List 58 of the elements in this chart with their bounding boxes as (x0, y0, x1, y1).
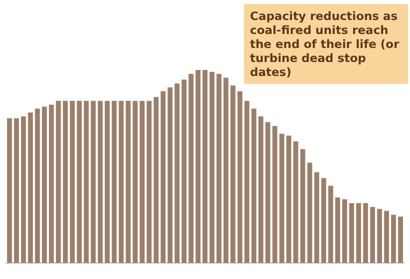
bar (48, 104, 54, 263)
bar (14, 118, 19, 263)
bar (314, 172, 320, 263)
bar (98, 100, 103, 263)
bar (391, 214, 396, 263)
bar (76, 100, 82, 263)
bar (188, 74, 194, 263)
bar (377, 208, 382, 263)
bar (224, 78, 228, 263)
bar (216, 74, 222, 263)
bar (307, 162, 312, 263)
bar (140, 100, 145, 263)
bar (286, 136, 292, 263)
bar (363, 203, 368, 263)
bar (328, 186, 334, 263)
bar (210, 72, 214, 263)
bar (202, 70, 208, 263)
bar (70, 100, 75, 263)
bar (349, 203, 354, 263)
bar (126, 100, 131, 263)
bar (21, 116, 26, 263)
bar (132, 100, 138, 263)
bar (146, 100, 152, 263)
bar (251, 108, 256, 263)
bar (272, 126, 278, 263)
bar (182, 80, 186, 263)
bar (293, 141, 298, 263)
bar (28, 112, 33, 263)
bar (56, 100, 61, 263)
bar (237, 91, 242, 263)
bar (279, 134, 284, 263)
bar (398, 216, 403, 263)
bar (244, 100, 250, 263)
bar (335, 197, 340, 263)
bar (62, 100, 68, 263)
bar (168, 87, 173, 263)
bar (300, 149, 306, 263)
bar (265, 122, 270, 263)
bar (7, 118, 12, 263)
bar (230, 85, 236, 263)
annotation: Capacity reductions as coal-fired units reach the end of their life (or turbine dead stop dates) (244, 4, 408, 84)
bar (42, 106, 47, 263)
bar (160, 91, 166, 263)
bar (342, 199, 348, 263)
bar (356, 203, 362, 263)
bar (370, 207, 376, 263)
bar (196, 70, 200, 263)
bar (104, 100, 110, 263)
bar (258, 116, 264, 263)
bar (34, 108, 40, 263)
bar (384, 210, 389, 263)
bar (154, 97, 159, 263)
bar (321, 178, 326, 263)
bar (90, 100, 96, 263)
bar (84, 100, 89, 263)
bar (112, 100, 117, 263)
bar (174, 84, 180, 263)
bar (118, 100, 124, 263)
